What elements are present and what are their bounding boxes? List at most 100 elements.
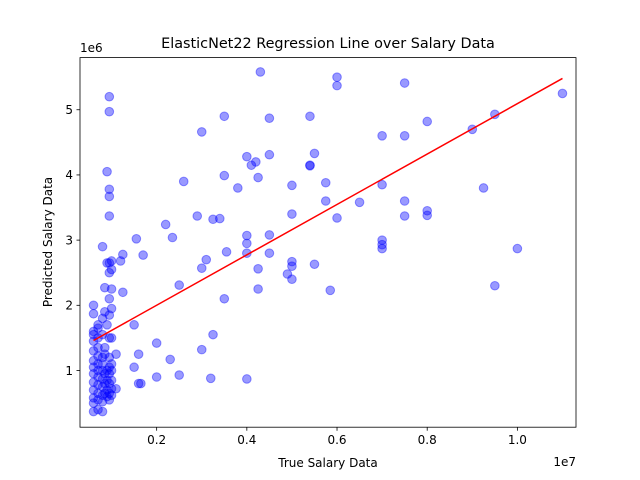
data-point bbox=[88, 346, 99, 356]
data-point bbox=[111, 383, 121, 394]
data-point bbox=[88, 368, 99, 379]
x-axis: 0.2 0.4 0.6 0.8 1.0 bbox=[147, 427, 527, 447]
data-point bbox=[133, 378, 144, 389]
data-point bbox=[242, 151, 252, 162]
data-point bbox=[325, 285, 336, 296]
data-point bbox=[133, 349, 144, 359]
data-point bbox=[246, 160, 257, 170]
data-point bbox=[332, 72, 342, 82]
data-point bbox=[131, 234, 142, 244]
data-point bbox=[97, 374, 108, 384]
data-point bbox=[264, 113, 275, 124]
data-point bbox=[88, 308, 99, 319]
data-point bbox=[174, 280, 184, 290]
data-point bbox=[100, 282, 110, 293]
data-point bbox=[253, 264, 263, 274]
data-point bbox=[93, 372, 103, 382]
y-axis: 1 2 3 4 5 bbox=[65, 103, 80, 378]
data-point bbox=[97, 313, 108, 324]
data-point bbox=[490, 280, 500, 291]
data-point bbox=[97, 352, 108, 363]
x-tick-label: 0.4 bbox=[237, 433, 256, 447]
data-point bbox=[88, 406, 99, 417]
y-tick-label: 2 bbox=[65, 299, 73, 313]
data-point bbox=[282, 269, 293, 279]
data-point bbox=[309, 259, 320, 270]
data-point bbox=[196, 263, 207, 273]
data-point bbox=[88, 355, 99, 366]
data-point bbox=[104, 333, 115, 343]
data-point bbox=[118, 249, 128, 260]
data-point bbox=[118, 287, 128, 298]
data-point bbox=[106, 359, 117, 369]
data-point bbox=[219, 293, 230, 304]
data-point bbox=[201, 254, 212, 265]
data-point bbox=[97, 381, 108, 392]
data-point bbox=[106, 375, 117, 386]
data-point bbox=[221, 247, 232, 257]
data-point bbox=[88, 300, 99, 311]
data-point bbox=[287, 261, 297, 271]
x-tick-label: 0.6 bbox=[327, 433, 346, 447]
data-point bbox=[377, 239, 387, 250]
data-point bbox=[102, 365, 112, 376]
data-point bbox=[422, 116, 433, 127]
data-point bbox=[93, 320, 103, 330]
data-point bbox=[422, 210, 433, 221]
data-point bbox=[129, 362, 139, 373]
data-point bbox=[104, 267, 115, 278]
data-point bbox=[287, 209, 297, 219]
data-point bbox=[305, 111, 315, 122]
data-point bbox=[332, 80, 342, 91]
x-tick-label: 0.2 bbox=[147, 433, 166, 447]
data-point bbox=[309, 148, 320, 159]
data-point bbox=[100, 368, 110, 379]
data-point bbox=[93, 323, 103, 333]
data-point bbox=[287, 180, 297, 191]
data-point bbox=[205, 373, 216, 384]
data-point bbox=[104, 106, 115, 117]
data-point bbox=[399, 131, 410, 141]
data-point bbox=[512, 243, 523, 254]
data-point bbox=[104, 378, 115, 389]
data-point bbox=[100, 378, 110, 389]
data-point bbox=[320, 196, 331, 206]
data-point bbox=[106, 333, 117, 343]
data-point bbox=[88, 377, 99, 388]
data-point bbox=[104, 310, 115, 320]
data-point bbox=[557, 88, 568, 99]
y-offset-label: 1e6 bbox=[80, 41, 103, 55]
data-point bbox=[104, 191, 115, 202]
data-point bbox=[97, 406, 108, 417]
y-tick-label: 4 bbox=[65, 168, 73, 182]
data-point bbox=[104, 352, 115, 363]
data-point bbox=[104, 388, 115, 399]
data-point bbox=[88, 329, 99, 340]
data-point bbox=[264, 149, 275, 160]
data-point bbox=[354, 197, 365, 208]
x-tick-label: 1.0 bbox=[508, 433, 527, 447]
data-point bbox=[255, 67, 266, 77]
data-point bbox=[151, 372, 162, 382]
data-point bbox=[100, 388, 110, 399]
data-point bbox=[242, 238, 252, 249]
data-point bbox=[88, 393, 99, 403]
data-point bbox=[253, 284, 263, 294]
data-point bbox=[104, 368, 115, 379]
x-offset-label: 1e7 bbox=[553, 455, 576, 469]
data-point bbox=[93, 365, 103, 376]
data-point bbox=[219, 170, 230, 181]
data-point bbox=[422, 205, 433, 216]
data-point bbox=[160, 219, 171, 230]
data-point bbox=[106, 284, 117, 294]
data-point bbox=[115, 256, 126, 266]
data-point bbox=[93, 404, 103, 415]
data-point bbox=[104, 184, 115, 195]
data-point bbox=[377, 179, 387, 190]
data-point bbox=[100, 342, 110, 353]
data-point bbox=[104, 293, 115, 304]
data-point bbox=[167, 232, 178, 243]
data-point bbox=[377, 235, 387, 245]
data-point bbox=[106, 256, 117, 266]
